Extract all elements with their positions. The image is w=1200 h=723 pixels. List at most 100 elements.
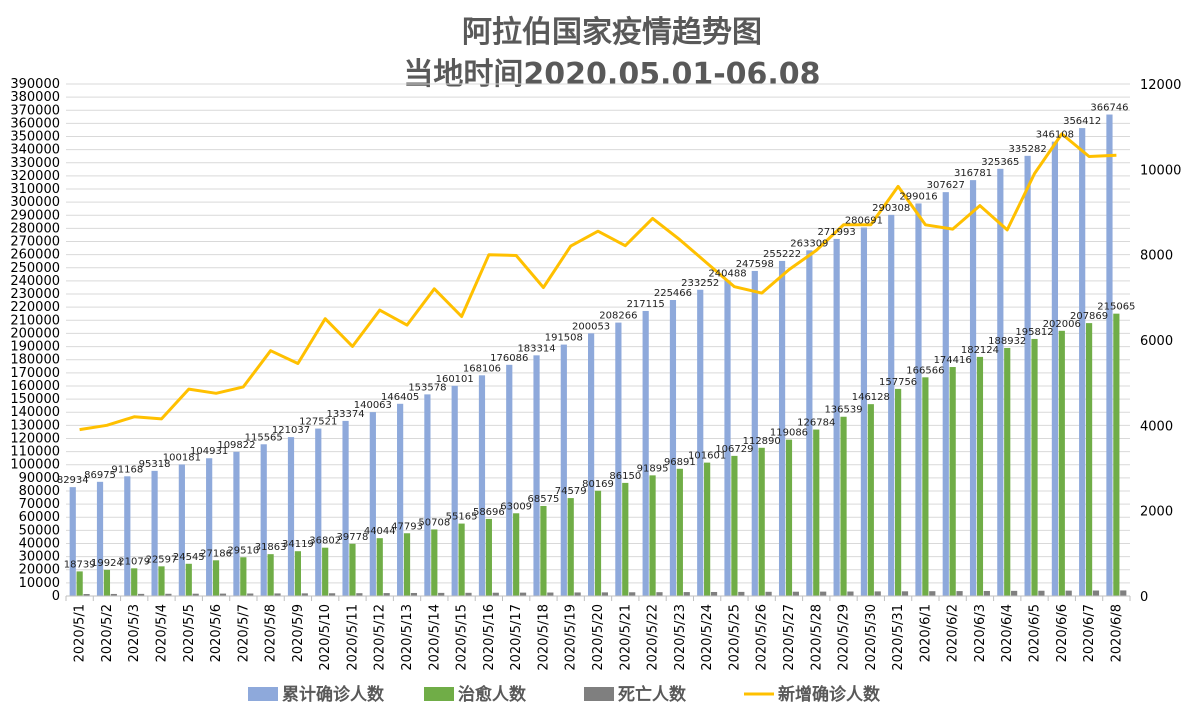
- bar-死亡人数: [492, 592, 499, 596]
- bar-治愈人数: [1031, 338, 1038, 596]
- x-tick-label: 2020/6/7: [1082, 604, 1097, 662]
- bar-累计确诊人数: [642, 310, 649, 596]
- data-label: 271993: [818, 227, 856, 238]
- y-left-tick-label: 140000: [10, 405, 60, 420]
- x-tick-label: 2020/5/22: [646, 604, 661, 671]
- bar-治愈人数: [431, 529, 438, 596]
- chart-title: 阿拉伯国家疫情趋势图: [462, 15, 762, 50]
- bar-死亡人数: [274, 593, 281, 596]
- x-tick-label: 2020/5/31: [891, 604, 906, 671]
- y-left-tick-label: 150000: [10, 392, 60, 407]
- data-label: 31863: [255, 542, 287, 553]
- bar-累计确诊人数: [369, 412, 376, 596]
- data-label: 346108: [1036, 130, 1074, 141]
- bar-治愈人数: [131, 568, 138, 596]
- x-tick-label: 2020/5/17: [509, 604, 524, 671]
- y-right-tick-label: 6000: [1140, 334, 1173, 349]
- data-label: 127521: [299, 417, 337, 428]
- bar-治愈人数: [840, 416, 847, 596]
- bar-死亡人数: [574, 592, 581, 596]
- bar-累计确诊人数: [478, 375, 486, 596]
- bar-死亡人数: [601, 592, 608, 596]
- bar-治愈人数: [403, 533, 411, 596]
- y-left-tick-label: 260000: [10, 248, 60, 263]
- bar-累计确诊人数: [342, 420, 349, 596]
- bar-死亡人数: [874, 591, 881, 596]
- bar-死亡人数: [547, 592, 554, 596]
- x-tick-label: 2020/5/2: [100, 604, 115, 662]
- data-label: 55165: [446, 512, 478, 523]
- bar-累计确诊人数: [806, 250, 813, 596]
- x-tick-label: 2020/6/8: [1109, 604, 1124, 662]
- bar-死亡人数: [683, 592, 690, 596]
- x-tick-label: 2020/6/4: [1000, 604, 1015, 662]
- bar-治愈人数: [513, 513, 520, 596]
- x-tick-label: 2020/5/3: [127, 604, 142, 662]
- bar-累计确诊人数: [233, 451, 240, 596]
- bar-治愈人数: [76, 571, 83, 596]
- bar-死亡人数: [465, 592, 472, 596]
- bar-累计确诊人数: [942, 192, 949, 596]
- data-label: 36802: [309, 536, 341, 547]
- data-label: 126784: [797, 418, 835, 429]
- data-label: 95318: [139, 459, 171, 470]
- bar-死亡人数: [247, 593, 254, 596]
- y-left-tick-label: 300000: [10, 195, 60, 210]
- y-left-tick-label: 370000: [10, 103, 60, 118]
- bar-累计确诊人数: [178, 464, 185, 596]
- bar-累计确诊人数: [969, 180, 977, 596]
- bar-死亡人数: [519, 592, 527, 596]
- y-left-tick-label: 170000: [10, 366, 60, 381]
- bar-死亡人数: [792, 591, 799, 596]
- bar-死亡人数: [165, 593, 172, 596]
- y-right-tick-label: 2000: [1140, 505, 1173, 520]
- data-label: 191508: [545, 333, 583, 344]
- bar-累计确诊人数: [96, 481, 104, 596]
- data-label: 115565: [245, 432, 283, 443]
- data-label: 166566: [906, 365, 944, 376]
- bar-治愈人数: [704, 462, 711, 596]
- bar-死亡人数: [356, 593, 363, 596]
- x-tick-label: 2020/5/23: [673, 604, 688, 671]
- y-left-tick-label: 120000: [10, 431, 60, 446]
- bar-治愈人数: [376, 538, 383, 596]
- bar-死亡人数: [138, 593, 145, 596]
- legend-label: 治愈人数: [458, 684, 527, 705]
- bar-治愈人数: [212, 560, 220, 596]
- bar-死亡人数: [219, 593, 227, 596]
- legend-label: 死亡人数: [618, 684, 687, 705]
- bar-死亡人数: [192, 593, 199, 596]
- bar-死亡人数: [710, 591, 718, 596]
- x-tick-label: 2020/5/18: [536, 604, 551, 671]
- bar-累计确诊人数: [397, 403, 404, 596]
- x-tick-label: 2020/5/9: [291, 604, 306, 662]
- bar-死亡人数: [765, 591, 772, 596]
- bar-治愈人数: [349, 543, 356, 596]
- data-label: 34119: [282, 539, 314, 550]
- data-label: 82934: [57, 475, 89, 486]
- bar-累计确诊人数: [751, 270, 758, 596]
- bar-死亡人数: [383, 593, 390, 596]
- bar-治愈人数: [540, 505, 547, 596]
- bar-累计确诊人数: [124, 476, 131, 596]
- data-label: 119086: [770, 428, 808, 439]
- data-label: 101601: [688, 451, 726, 462]
- bar-累计确诊人数: [506, 364, 513, 596]
- data-label: 233252: [681, 278, 719, 289]
- data-label: 160101: [436, 374, 474, 385]
- data-label: 29510: [227, 545, 259, 556]
- bar-死亡人数: [820, 591, 827, 596]
- x-tick-label: 2020/6/2: [946, 604, 961, 662]
- x-tick-label: 2020/5/1: [73, 604, 88, 662]
- data-label: 21079: [118, 556, 150, 567]
- bar-累计确诊人数: [833, 238, 840, 597]
- bar-治愈人数: [785, 439, 793, 596]
- bar-死亡人数: [656, 592, 663, 596]
- bar-死亡人数: [1011, 590, 1018, 596]
- bar-死亡人数: [83, 594, 90, 596]
- x-tick-label: 2020/5/6: [209, 604, 224, 662]
- y-left-tick-label: 280000: [10, 221, 60, 236]
- data-label: 307627: [927, 180, 965, 191]
- x-tick-label: 2020/5/25: [727, 604, 742, 671]
